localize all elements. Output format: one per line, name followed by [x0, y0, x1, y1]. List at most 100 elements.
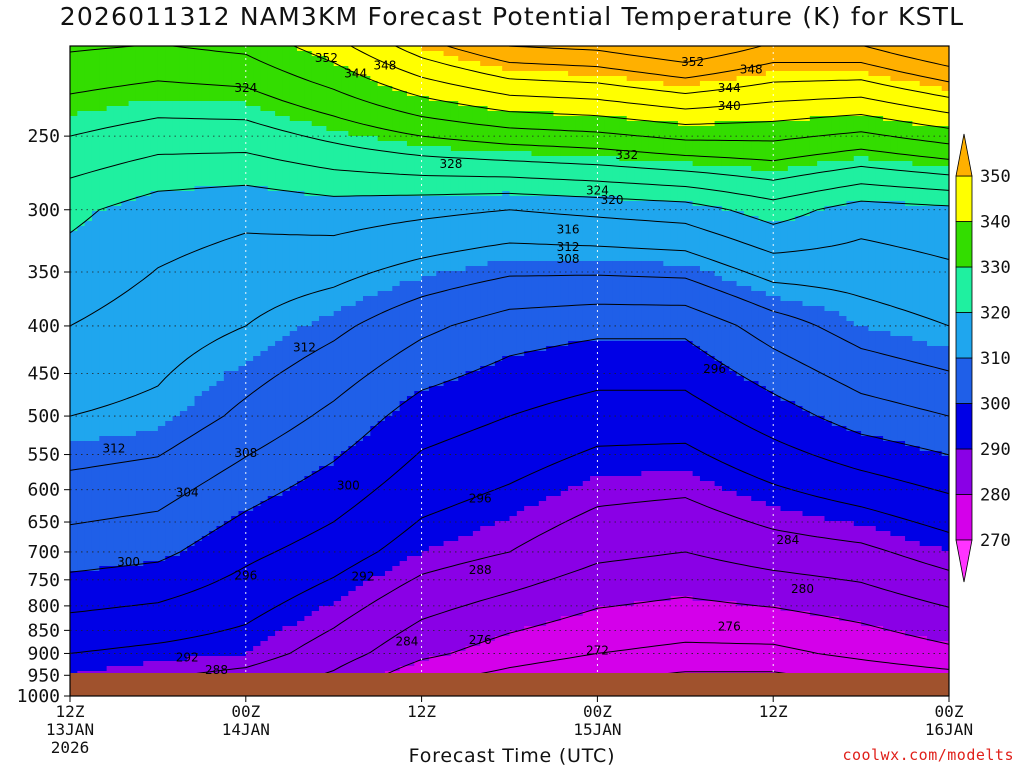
theta-cell [531, 211, 540, 217]
theta-cell [546, 231, 555, 237]
theta-cell [751, 181, 760, 187]
theta-cell [560, 201, 569, 207]
theta-cell [934, 216, 943, 222]
theta-cell [773, 171, 782, 177]
theta-cell [502, 236, 511, 242]
theta-cell [802, 151, 811, 157]
theta-cell [656, 211, 664, 217]
theta-cell [743, 51, 752, 57]
theta-cell [436, 136, 445, 142]
theta-cell [77, 161, 86, 167]
theta-cell [912, 116, 921, 122]
theta-cell [634, 51, 642, 57]
theta-cell [333, 51, 342, 57]
theta-cell [384, 236, 393, 242]
theta-cell [626, 201, 635, 207]
theta-cell [802, 81, 811, 87]
theta-cell [355, 106, 364, 112]
theta-cell [883, 191, 891, 197]
theta-cell [289, 171, 298, 177]
theta-cell [494, 251, 503, 257]
theta-cell [77, 151, 86, 157]
theta-cell [143, 51, 152, 57]
theta-cell [106, 186, 115, 192]
theta-cell [304, 186, 313, 192]
theta-cell [348, 141, 357, 147]
theta-cell [267, 171, 276, 177]
theta-cell [890, 206, 899, 212]
theta-cell [106, 126, 115, 132]
theta-cell [99, 146, 108, 152]
theta-cell [223, 66, 232, 72]
theta-cell [253, 81, 262, 87]
theta-cell [560, 211, 569, 217]
theta-cell [699, 91, 708, 97]
theta-cell [275, 96, 284, 102]
theta-cell [677, 71, 686, 77]
theta-cell [311, 221, 320, 227]
theta-cell [275, 146, 284, 152]
theta-cell [201, 106, 210, 112]
theta-cell [179, 106, 188, 112]
theta-cell [692, 131, 701, 137]
theta-cell [267, 126, 276, 132]
theta-cell [128, 241, 137, 247]
theta-cell [919, 51, 928, 57]
theta-cell [897, 71, 906, 77]
theta-cell [707, 131, 716, 137]
theta-cell [428, 121, 437, 127]
theta-cell [780, 216, 789, 222]
theta-cell [326, 241, 335, 247]
theta-cell [99, 111, 108, 117]
theta-cell [355, 236, 364, 242]
theta-cell [289, 126, 298, 132]
theta-cell [406, 56, 415, 62]
theta-cell [231, 136, 240, 142]
theta-cell [927, 196, 935, 202]
theta-cell [238, 151, 247, 157]
theta-cell [406, 191, 415, 197]
theta-cell [121, 51, 130, 57]
theta-cell [787, 81, 796, 87]
theta-cell [604, 76, 613, 82]
theta-cell [157, 246, 166, 252]
theta-cell [524, 66, 533, 72]
theta-cell [231, 246, 240, 252]
theta-cell [436, 131, 445, 137]
theta-cell [311, 226, 320, 232]
theta-cell [179, 46, 188, 52]
theta-cell [150, 196, 159, 202]
theta-cell [355, 171, 364, 177]
theta-cell [883, 176, 891, 182]
theta-cell [384, 141, 393, 147]
theta-cell [597, 201, 606, 207]
theta-cell [509, 81, 518, 87]
theta-cell [839, 151, 848, 157]
theta-cell [553, 51, 562, 57]
theta-cell [289, 166, 298, 172]
theta-cell [773, 61, 782, 67]
theta-cell [817, 226, 826, 232]
theta-cell [326, 56, 335, 62]
theta-cell [157, 166, 166, 172]
theta-cell [311, 46, 320, 52]
theta-cell [150, 211, 159, 217]
theta-cell [267, 86, 276, 92]
theta-cell [494, 186, 503, 192]
theta-cell [721, 151, 730, 157]
theta-cell [736, 226, 745, 232]
theta-cell [216, 76, 225, 82]
theta-cell [216, 61, 225, 67]
theta-cell [846, 101, 855, 107]
theta-cell [421, 201, 430, 207]
theta-cell [773, 81, 782, 87]
theta-cell [905, 146, 913, 152]
theta-cell [575, 71, 584, 77]
theta-cell [245, 146, 254, 152]
theta-cell [113, 91, 122, 97]
theta-cell [179, 81, 188, 87]
theta-cell [319, 161, 327, 167]
theta-cell [905, 61, 913, 67]
theta-cell [670, 86, 679, 92]
theta-cell [802, 161, 811, 167]
